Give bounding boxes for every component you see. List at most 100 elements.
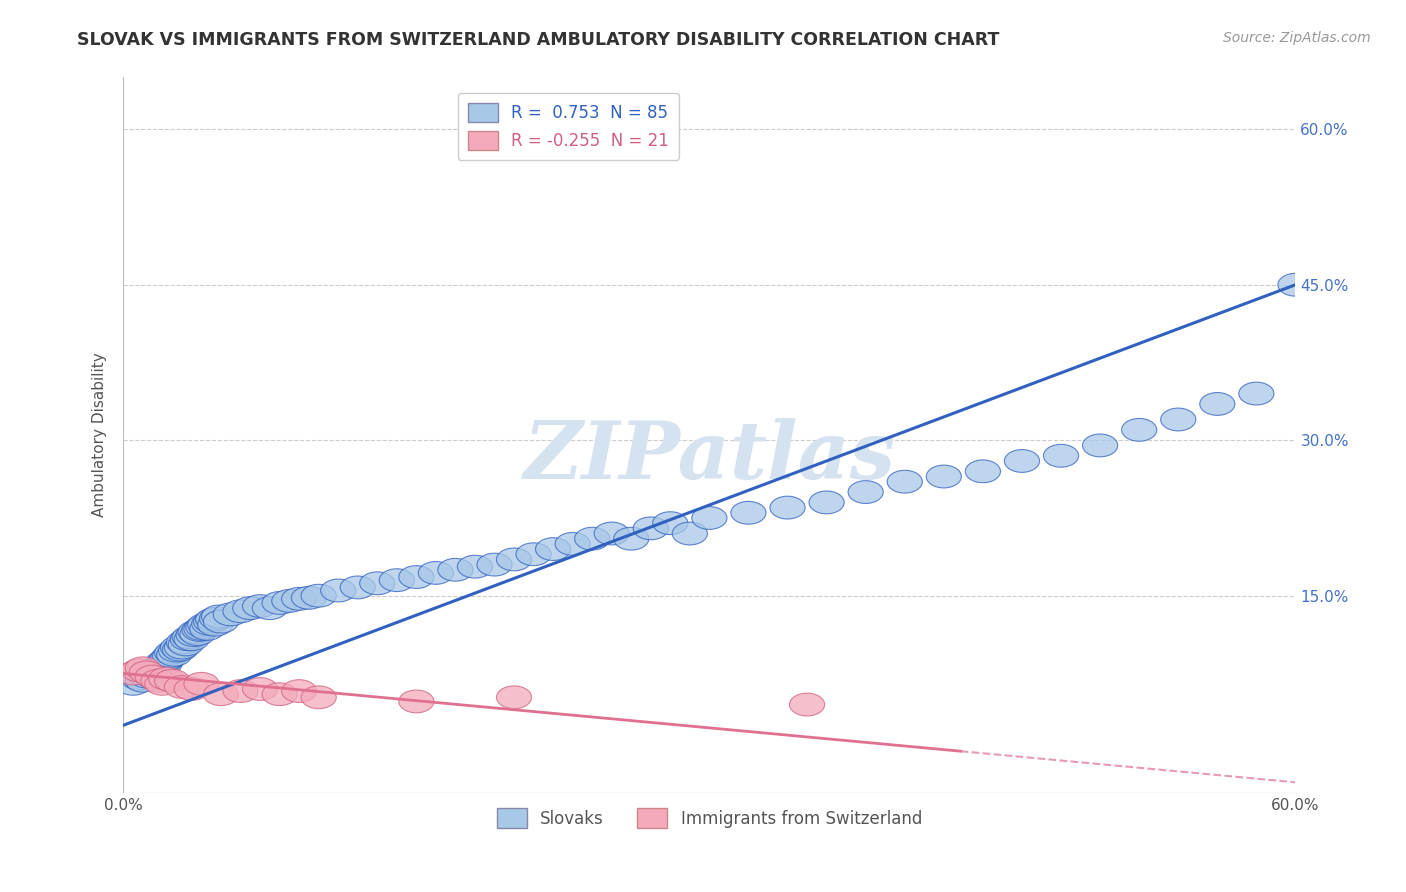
Ellipse shape <box>165 636 200 659</box>
Ellipse shape <box>224 599 259 623</box>
Ellipse shape <box>224 680 259 703</box>
Ellipse shape <box>1161 409 1197 431</box>
Ellipse shape <box>136 659 172 681</box>
Ellipse shape <box>340 576 375 599</box>
Ellipse shape <box>692 507 727 529</box>
Ellipse shape <box>166 631 201 654</box>
Ellipse shape <box>170 628 205 650</box>
Ellipse shape <box>146 653 181 675</box>
Ellipse shape <box>135 665 170 688</box>
Ellipse shape <box>174 628 209 650</box>
Ellipse shape <box>145 652 180 674</box>
Ellipse shape <box>927 465 962 488</box>
Ellipse shape <box>437 558 472 582</box>
Ellipse shape <box>172 626 207 648</box>
Text: ZIPatlas: ZIPatlas <box>523 417 896 495</box>
Ellipse shape <box>135 665 170 688</box>
Ellipse shape <box>575 527 610 550</box>
Ellipse shape <box>301 584 336 607</box>
Ellipse shape <box>271 590 307 612</box>
Ellipse shape <box>125 657 160 680</box>
Ellipse shape <box>174 678 209 700</box>
Ellipse shape <box>1239 382 1274 405</box>
Ellipse shape <box>188 614 224 636</box>
Ellipse shape <box>129 665 165 688</box>
Ellipse shape <box>301 686 336 709</box>
Ellipse shape <box>149 648 184 672</box>
Ellipse shape <box>204 682 239 706</box>
Ellipse shape <box>1278 273 1313 296</box>
Ellipse shape <box>160 636 195 659</box>
Ellipse shape <box>159 640 194 662</box>
Ellipse shape <box>399 690 434 713</box>
Ellipse shape <box>252 597 287 620</box>
Ellipse shape <box>291 586 326 609</box>
Ellipse shape <box>380 569 415 591</box>
Ellipse shape <box>790 693 825 716</box>
Text: SLOVAK VS IMMIGRANTS FROM SWITZERLAND AMBULATORY DISABILITY CORRELATION CHART: SLOVAK VS IMMIGRANTS FROM SWITZERLAND AM… <box>77 31 1000 49</box>
Ellipse shape <box>242 595 277 617</box>
Ellipse shape <box>201 605 236 628</box>
Ellipse shape <box>180 623 215 646</box>
Ellipse shape <box>595 522 630 545</box>
Ellipse shape <box>1043 444 1078 467</box>
Ellipse shape <box>141 657 176 680</box>
Legend: Slovaks, Immigrants from Switzerland: Slovaks, Immigrants from Switzerland <box>491 802 928 834</box>
Ellipse shape <box>169 633 204 656</box>
Ellipse shape <box>134 662 169 685</box>
Ellipse shape <box>262 591 297 615</box>
Ellipse shape <box>200 607 235 630</box>
Ellipse shape <box>770 496 806 519</box>
Ellipse shape <box>731 501 766 524</box>
Ellipse shape <box>262 682 297 706</box>
Ellipse shape <box>195 608 231 631</box>
Ellipse shape <box>633 517 668 540</box>
Ellipse shape <box>321 579 356 602</box>
Ellipse shape <box>176 624 211 647</box>
Ellipse shape <box>179 621 214 643</box>
Ellipse shape <box>360 572 395 595</box>
Ellipse shape <box>204 610 239 633</box>
Ellipse shape <box>165 675 200 698</box>
Ellipse shape <box>496 548 531 571</box>
Ellipse shape <box>419 561 454 584</box>
Ellipse shape <box>186 615 221 638</box>
Ellipse shape <box>477 553 512 576</box>
Ellipse shape <box>145 673 180 695</box>
Ellipse shape <box>190 617 225 640</box>
Ellipse shape <box>181 618 217 641</box>
Ellipse shape <box>155 669 190 692</box>
Ellipse shape <box>808 491 844 514</box>
Ellipse shape <box>242 678 277 700</box>
Ellipse shape <box>191 612 226 635</box>
Ellipse shape <box>848 481 883 503</box>
Ellipse shape <box>121 667 156 690</box>
Ellipse shape <box>966 460 1001 483</box>
Ellipse shape <box>1199 392 1234 416</box>
Ellipse shape <box>652 512 688 534</box>
Ellipse shape <box>184 617 219 640</box>
Ellipse shape <box>1004 450 1039 473</box>
Ellipse shape <box>281 680 316 703</box>
Ellipse shape <box>141 669 176 692</box>
Ellipse shape <box>516 543 551 566</box>
Ellipse shape <box>1122 418 1157 442</box>
Ellipse shape <box>149 667 184 690</box>
Ellipse shape <box>155 641 190 665</box>
Ellipse shape <box>153 644 188 667</box>
Text: Source: ZipAtlas.com: Source: ZipAtlas.com <box>1223 31 1371 45</box>
Ellipse shape <box>121 659 156 681</box>
Ellipse shape <box>1083 434 1118 457</box>
Ellipse shape <box>129 661 165 684</box>
Ellipse shape <box>162 638 197 661</box>
Ellipse shape <box>156 643 191 666</box>
Ellipse shape <box>399 566 434 589</box>
Y-axis label: Ambulatory Disability: Ambulatory Disability <box>93 352 107 517</box>
Ellipse shape <box>143 655 179 678</box>
Ellipse shape <box>613 527 648 550</box>
Ellipse shape <box>150 647 186 669</box>
Ellipse shape <box>887 470 922 493</box>
Ellipse shape <box>214 603 249 626</box>
Ellipse shape <box>184 673 219 695</box>
Ellipse shape <box>115 673 150 695</box>
